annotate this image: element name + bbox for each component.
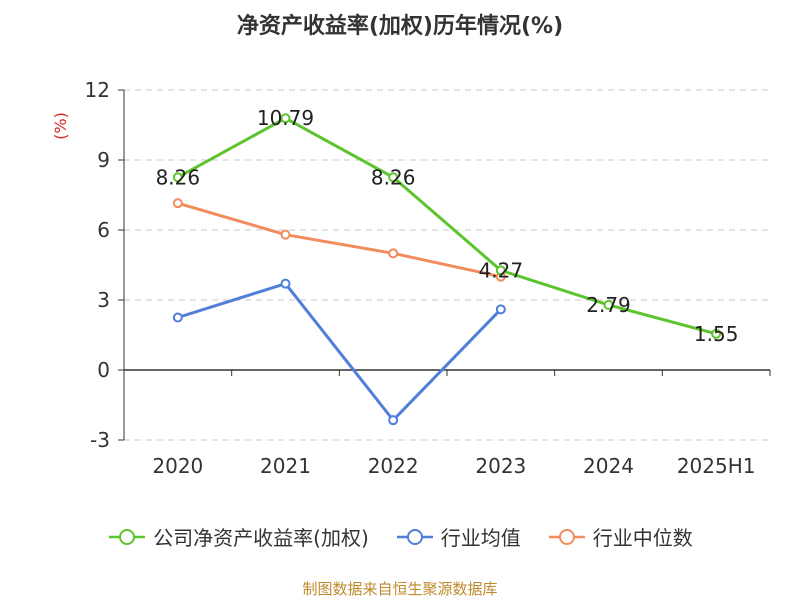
data-point (388, 415, 399, 426)
legend-label: 行业中位数 (592, 526, 693, 550)
series-lines (172, 113, 722, 426)
data-point (388, 172, 399, 183)
series-line (177, 201, 502, 279)
legend-line-icon (396, 528, 433, 545)
axes: -3 0 3 6 9 12 2020 2021 2022 2023 2024 2025H1 (%) (51, 78, 771, 478)
data-point (172, 198, 183, 209)
data-point (280, 229, 291, 240)
legend-marker (406, 528, 423, 545)
data-label: 8.26 (371, 165, 416, 189)
y-axis-label: (%) (51, 112, 70, 140)
data-label: 4.27 (479, 258, 524, 282)
x-tick-label: 2025H1 (677, 454, 756, 478)
legend-marker (558, 528, 575, 545)
grid-lines (124, 89, 770, 441)
source-note: 制图数据来自恒生聚源数据库 (302, 580, 498, 598)
legend-item: 公司净资产收益率(加权) (107, 522, 369, 551)
y-tick-label: 9 (97, 148, 110, 172)
legend: 公司净资产收益率(加权) 行业均值 行业中位数 (0, 522, 800, 551)
x-tick-label: 2024 (583, 454, 634, 478)
x-tick-label: 2023 (475, 454, 526, 478)
y-tick-label: 0 (97, 358, 110, 382)
y-tick-label: 6 (97, 218, 110, 242)
data-label: 2.79 (586, 293, 631, 317)
legend-label: 公司净资产收益率(加权) (153, 526, 369, 550)
legend-item: 行业中位数 (547, 522, 693, 551)
data-point (280, 113, 291, 124)
x-tick-label: 2020 (152, 454, 203, 478)
series-line (177, 116, 717, 336)
legend-label: 行业均值 (440, 526, 521, 550)
data-point (495, 265, 506, 276)
data-point (280, 278, 291, 289)
data-point (388, 248, 399, 259)
x-tick-label: 2021 (260, 454, 311, 478)
y-tick-label: -3 (90, 428, 110, 452)
x-tick-label: 2022 (368, 454, 419, 478)
data-label: 10.79 (257, 106, 314, 130)
data-label: 8.26 (156, 165, 201, 189)
data-labels: 8.26 10.79 8.26 4.27 2.79 1.55 (156, 106, 739, 346)
data-point (172, 312, 183, 323)
data-label: 1.55 (694, 322, 739, 346)
y-tick-label: 12 (85, 78, 110, 102)
legend-line-icon (548, 528, 585, 545)
data-point (495, 304, 506, 315)
data-point (711, 328, 722, 339)
legend-marker (119, 528, 136, 545)
y-tick-label: 3 (97, 288, 110, 312)
legend-item: 行业均值 (395, 522, 521, 551)
series-line (177, 282, 502, 422)
legend-line-icon (109, 528, 146, 545)
data-point (172, 172, 183, 183)
data-point (603, 299, 614, 310)
chart-title: 净资产收益率(加权)历年情况(%) (236, 14, 564, 39)
